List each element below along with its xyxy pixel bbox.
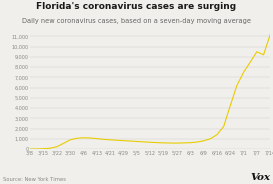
- Text: Daily new coronavirus cases, based on a seven-day moving average: Daily new coronavirus cases, based on a …: [22, 18, 251, 24]
- Text: Vox: Vox: [250, 173, 270, 182]
- Text: Source: New York Times: Source: New York Times: [3, 177, 66, 182]
- Text: Florida's coronavirus cases are surging: Florida's coronavirus cases are surging: [36, 2, 237, 11]
